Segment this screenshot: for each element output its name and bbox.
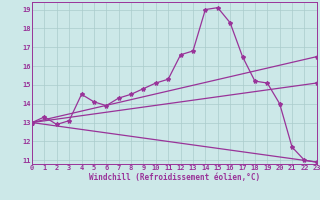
X-axis label: Windchill (Refroidissement éolien,°C): Windchill (Refroidissement éolien,°C) bbox=[89, 173, 260, 182]
